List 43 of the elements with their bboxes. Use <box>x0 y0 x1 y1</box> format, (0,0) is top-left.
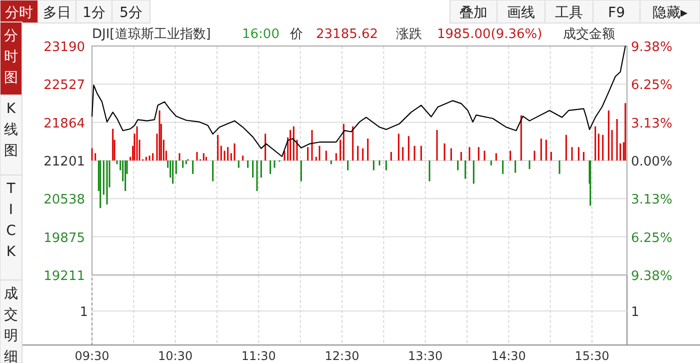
y2-tick-label: 9.38% <box>631 269 672 284</box>
y2-tick-label: 9.38% <box>631 40 672 55</box>
text: 1 <box>631 305 640 320</box>
x-tick-label: 12:30 <box>324 349 360 363</box>
x-tick-label: 09:30 <box>74 349 110 363</box>
text: 叠加 <box>460 5 488 21</box>
text: K线图 <box>4 101 18 159</box>
y-tick-label: 22527 <box>44 78 85 94</box>
chart-title: DJI[道琼斯工业指数] <box>92 26 211 42</box>
text: 1 <box>80 305 88 320</box>
text: 多日 <box>43 5 71 21</box>
y2-tick-label: 6.25% <box>631 230 672 246</box>
text: 涨跌 <box>396 27 422 42</box>
y-tick-label: 21201 <box>44 154 85 170</box>
text: F9 <box>608 5 625 21</box>
y-tick-label: 21864 <box>44 116 85 132</box>
text: TICK <box>6 181 16 260</box>
y2-tick-label: 6.25% <box>631 78 672 94</box>
y-tick-label: 23190 <box>44 40 85 55</box>
x-tick-label: 10:30 <box>158 349 193 363</box>
text: 成交金额 <box>563 26 615 42</box>
text: 1分 <box>82 5 106 21</box>
y-tick-label: 19211 <box>44 269 85 284</box>
y2-tick-label: 3.13% <box>631 192 672 208</box>
x-tick-label: 14:30 <box>491 349 526 363</box>
text: 价 <box>289 27 303 42</box>
x-tick-label: 13:30 <box>408 349 443 363</box>
x-tick-label: 15:30 <box>574 349 610 363</box>
text: 1985.00(9.36%) <box>437 27 542 42</box>
text: 5分 <box>120 5 142 21</box>
y-tick-label: 20538 <box>44 192 85 208</box>
text: 隐藏▸ <box>652 5 688 21</box>
x-tick-label: 11:30 <box>241 349 276 363</box>
text: 分时 <box>5 5 33 21</box>
text: 工具 <box>555 5 583 21</box>
y2-tick-label: 3.13% <box>631 116 672 132</box>
text: 成交明细 <box>4 286 18 363</box>
text: 画线 <box>507 5 535 21</box>
text: 16:00 <box>242 27 280 42</box>
text: 23185.62 <box>316 27 378 42</box>
y2-tick-label: 0.00% <box>631 154 672 170</box>
text: 分时图 <box>4 28 18 86</box>
y-tick-label: 19875 <box>44 230 85 246</box>
